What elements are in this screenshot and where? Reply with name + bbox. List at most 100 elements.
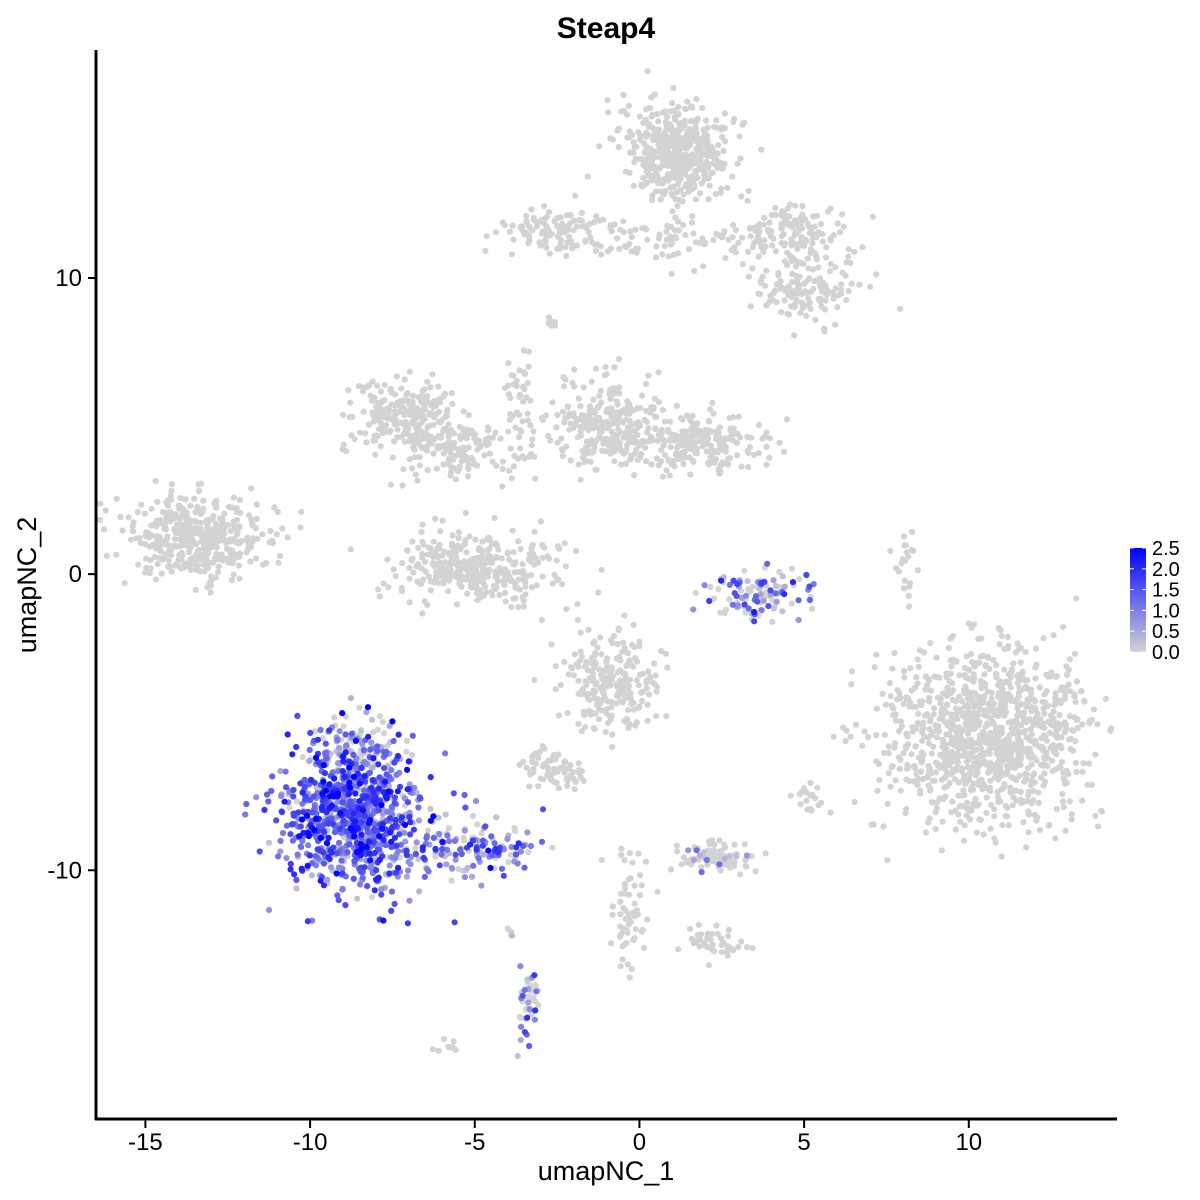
cell-point xyxy=(788,565,796,572)
cell-point xyxy=(113,495,120,502)
cell-point xyxy=(722,255,729,262)
cell-point xyxy=(1021,778,1028,785)
cell-point xyxy=(1058,745,1065,752)
cell-point xyxy=(615,693,622,700)
cell-point xyxy=(680,460,687,468)
cell-point xyxy=(581,459,588,466)
cell-point xyxy=(778,309,785,316)
cell-point xyxy=(465,444,472,451)
cell-point xyxy=(630,182,637,189)
cell-point xyxy=(692,196,700,203)
cell-point xyxy=(947,657,954,664)
cell-point xyxy=(913,674,920,681)
cell-point xyxy=(204,519,211,527)
cell-point xyxy=(389,454,396,461)
cell-point xyxy=(409,465,416,472)
cell-point xyxy=(1046,821,1053,829)
cell-point xyxy=(1052,690,1059,697)
cell-point xyxy=(388,767,395,774)
cell-point xyxy=(565,671,572,678)
cell-point xyxy=(979,699,986,707)
cell-point xyxy=(1027,686,1034,693)
cell-point xyxy=(367,392,374,399)
cell-point xyxy=(167,508,174,516)
cell-point xyxy=(916,647,923,654)
cell-point xyxy=(630,139,637,146)
cell-point xyxy=(806,275,813,282)
cell-point xyxy=(880,823,887,830)
cell-point xyxy=(710,237,717,244)
cell-point xyxy=(715,848,722,855)
cell-point xyxy=(914,656,921,663)
cell-point xyxy=(747,588,754,595)
cell-point xyxy=(455,451,462,458)
cell-point xyxy=(917,698,924,705)
cell-point xyxy=(531,528,538,535)
cell-point xyxy=(827,261,834,268)
cell-point xyxy=(418,398,425,405)
cell-point xyxy=(977,816,985,824)
cell-point xyxy=(570,227,577,234)
cell-point xyxy=(543,244,550,251)
cell-point xyxy=(671,107,678,114)
cell-point xyxy=(795,616,802,624)
cell-point xyxy=(154,560,161,568)
cell-point xyxy=(898,723,906,730)
cell-point xyxy=(692,167,699,175)
cell-point xyxy=(560,383,568,390)
cell-point xyxy=(1022,649,1029,656)
cell-point xyxy=(674,181,681,188)
cell-point xyxy=(683,152,691,159)
cell-point xyxy=(403,391,410,398)
cell-point xyxy=(632,226,639,233)
cell-point xyxy=(798,234,805,241)
cell-point xyxy=(390,566,397,573)
cell-point xyxy=(577,648,584,655)
cell-point xyxy=(432,515,439,522)
cell-point xyxy=(691,156,698,163)
cell-point xyxy=(702,117,710,124)
cell-point xyxy=(531,750,538,757)
cell-point xyxy=(1078,688,1085,695)
cell-point xyxy=(588,708,595,716)
cell-point xyxy=(884,857,891,864)
cell-point xyxy=(991,767,998,774)
cell-point xyxy=(602,364,609,371)
cell-point xyxy=(600,216,607,223)
cell-point xyxy=(736,133,743,140)
cell-point xyxy=(564,710,571,717)
cell-point xyxy=(499,483,506,490)
cell-point xyxy=(1014,640,1021,647)
cell-point xyxy=(719,165,726,172)
cell-point xyxy=(543,227,551,234)
cell-point xyxy=(594,696,601,703)
cell-point xyxy=(977,706,984,713)
cell-point xyxy=(778,221,785,228)
cell-point xyxy=(152,478,159,485)
cell-point xyxy=(536,218,544,225)
cell-point xyxy=(420,576,427,583)
cell-point xyxy=(551,218,558,225)
cell-point xyxy=(248,485,255,492)
cell-point xyxy=(689,213,696,220)
cell-point xyxy=(192,541,200,548)
cell-point xyxy=(492,229,499,236)
cell-point xyxy=(97,516,104,524)
cell-point xyxy=(796,576,803,583)
cell-point xyxy=(822,254,830,261)
cell-point xyxy=(626,891,633,898)
cell-point xyxy=(959,766,966,773)
cell-point xyxy=(354,895,361,902)
cell-point xyxy=(489,458,496,465)
cell-point xyxy=(507,445,514,452)
cell-point xyxy=(1038,774,1045,781)
cell-point xyxy=(807,806,814,813)
cell-point xyxy=(562,376,569,383)
cell-point xyxy=(450,1038,457,1045)
cell-point xyxy=(514,860,521,867)
cell-point xyxy=(191,517,198,524)
cell-point xyxy=(789,288,796,295)
cell-point xyxy=(505,569,512,576)
cell-point xyxy=(683,428,690,435)
cell-point xyxy=(620,229,627,236)
